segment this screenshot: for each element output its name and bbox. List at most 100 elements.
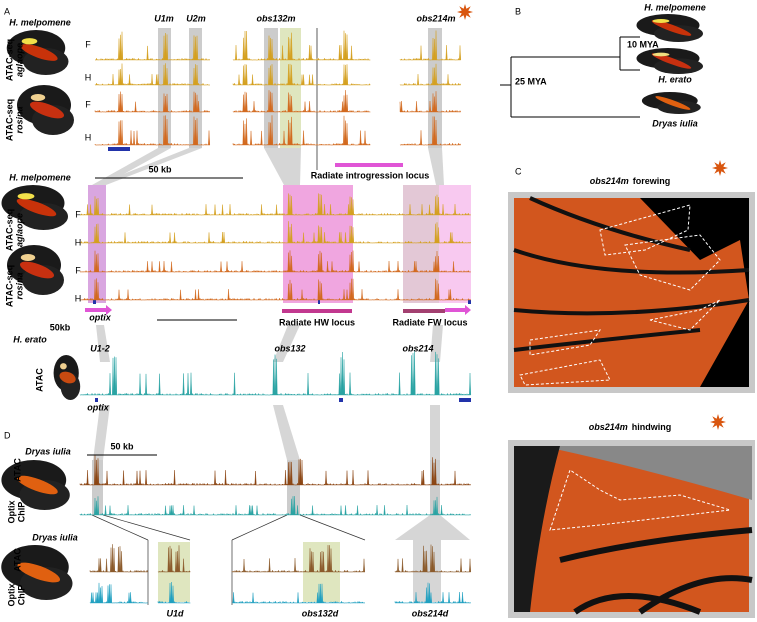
connector — [273, 405, 300, 460]
label: obs214 — [402, 343, 433, 353]
label: Dryas iulia — [25, 446, 71, 456]
label: rosina — [14, 106, 24, 133]
signal-track — [95, 31, 210, 61]
signal-track — [157, 581, 191, 604]
label: Radiate introgression locus — [311, 170, 430, 180]
signal-track — [79, 496, 472, 516]
signal-track — [89, 544, 148, 573]
title-element: obs214m — [590, 176, 629, 186]
signal-track — [399, 116, 462, 146]
label: aglaope — [14, 43, 24, 77]
butterfly-patch — [19, 261, 55, 279]
locus-bar — [403, 309, 445, 313]
signal-track — [232, 63, 371, 86]
connector — [93, 405, 110, 460]
label: aglaope — [14, 213, 24, 247]
star-icon — [712, 160, 728, 176]
label: F — [85, 39, 91, 49]
label: U1-2 — [90, 343, 110, 353]
signal-track — [399, 63, 462, 86]
signal-track — [94, 115, 210, 146]
highlight — [430, 460, 440, 515]
signal-track — [231, 545, 365, 573]
element-label: U2m — [186, 13, 206, 23]
label: H. erato — [13, 334, 47, 344]
highlight — [264, 28, 278, 148]
zoom-line — [91, 514, 149, 541]
gene-bar — [468, 300, 471, 304]
zoom-line — [299, 514, 366, 541]
label: H — [85, 132, 92, 142]
highlight — [439, 185, 471, 303]
highlight — [280, 28, 301, 148]
butterfly-patch — [21, 38, 38, 45]
butterfly-patch — [60, 363, 67, 370]
label: 10 MYA — [627, 39, 659, 49]
butterfly-patch — [652, 19, 670, 23]
butterfly-patch — [17, 193, 35, 200]
label: 50kb — [50, 322, 71, 332]
highlight — [189, 28, 202, 148]
signal-track — [89, 582, 148, 604]
element-label: obs214m — [416, 13, 455, 23]
zoom-line — [102, 514, 191, 541]
label: Radiate FW locus — [392, 317, 467, 327]
label: Radiate HW locus — [279, 317, 355, 327]
label: H — [75, 237, 82, 247]
species-label: H. melpomene — [9, 17, 71, 27]
butterfly-patch — [16, 198, 57, 217]
gene-bar — [93, 300, 96, 304]
connector — [96, 325, 110, 362]
butterfly-patch — [652, 52, 670, 57]
highlight — [428, 28, 442, 148]
label: ATAC-seq — [4, 209, 14, 251]
label: H. erato — [658, 74, 692, 84]
label: Dryas iulia — [32, 532, 78, 542]
gene-bar — [95, 398, 98, 402]
label: 50 kb — [148, 164, 172, 174]
connector — [430, 405, 440, 460]
label: H. melpomene — [9, 172, 71, 182]
gene-bar — [108, 147, 130, 151]
star-icon — [710, 414, 726, 430]
panel-label: A — [4, 6, 10, 16]
signal-track — [157, 545, 191, 573]
element-label: U1m — [154, 13, 174, 23]
panel-label: D — [4, 430, 11, 440]
label: Dryas iulia — [652, 118, 698, 128]
label: F — [75, 209, 81, 219]
signal-track — [394, 582, 472, 604]
signal-track — [232, 90, 371, 113]
signal-track — [79, 193, 471, 216]
label: optix — [87, 402, 109, 412]
butterfly-patch — [20, 254, 36, 261]
panel-title: obs214m forewing — [590, 176, 671, 186]
label: ATAC — [12, 548, 22, 572]
label: F — [75, 265, 81, 275]
label: F — [85, 99, 91, 109]
element-label: obs132m — [256, 13, 295, 23]
panel-label: B — [515, 6, 521, 16]
gene-arrow — [445, 305, 471, 315]
gene-arrow — [85, 305, 112, 315]
signal-track — [94, 91, 210, 113]
signal-track — [79, 278, 472, 301]
label: obs214d — [412, 608, 449, 618]
label: ATAC — [12, 458, 22, 482]
signal-track — [232, 115, 371, 146]
connector — [92, 148, 171, 185]
label: ATAC-seq — [4, 39, 14, 81]
butterfly-patch — [16, 475, 58, 495]
signal-track — [79, 221, 472, 244]
label: Optix — [6, 583, 16, 606]
panel-label: C — [515, 166, 522, 176]
butterfly-patch — [29, 101, 65, 119]
locus-bar — [282, 309, 352, 313]
tree-branches — [500, 36, 640, 118]
connector — [273, 325, 300, 362]
butterfly-patch — [17, 562, 61, 583]
zoom-line — [231, 514, 288, 541]
label: obs132 — [274, 343, 305, 353]
wing-image — [514, 446, 560, 612]
